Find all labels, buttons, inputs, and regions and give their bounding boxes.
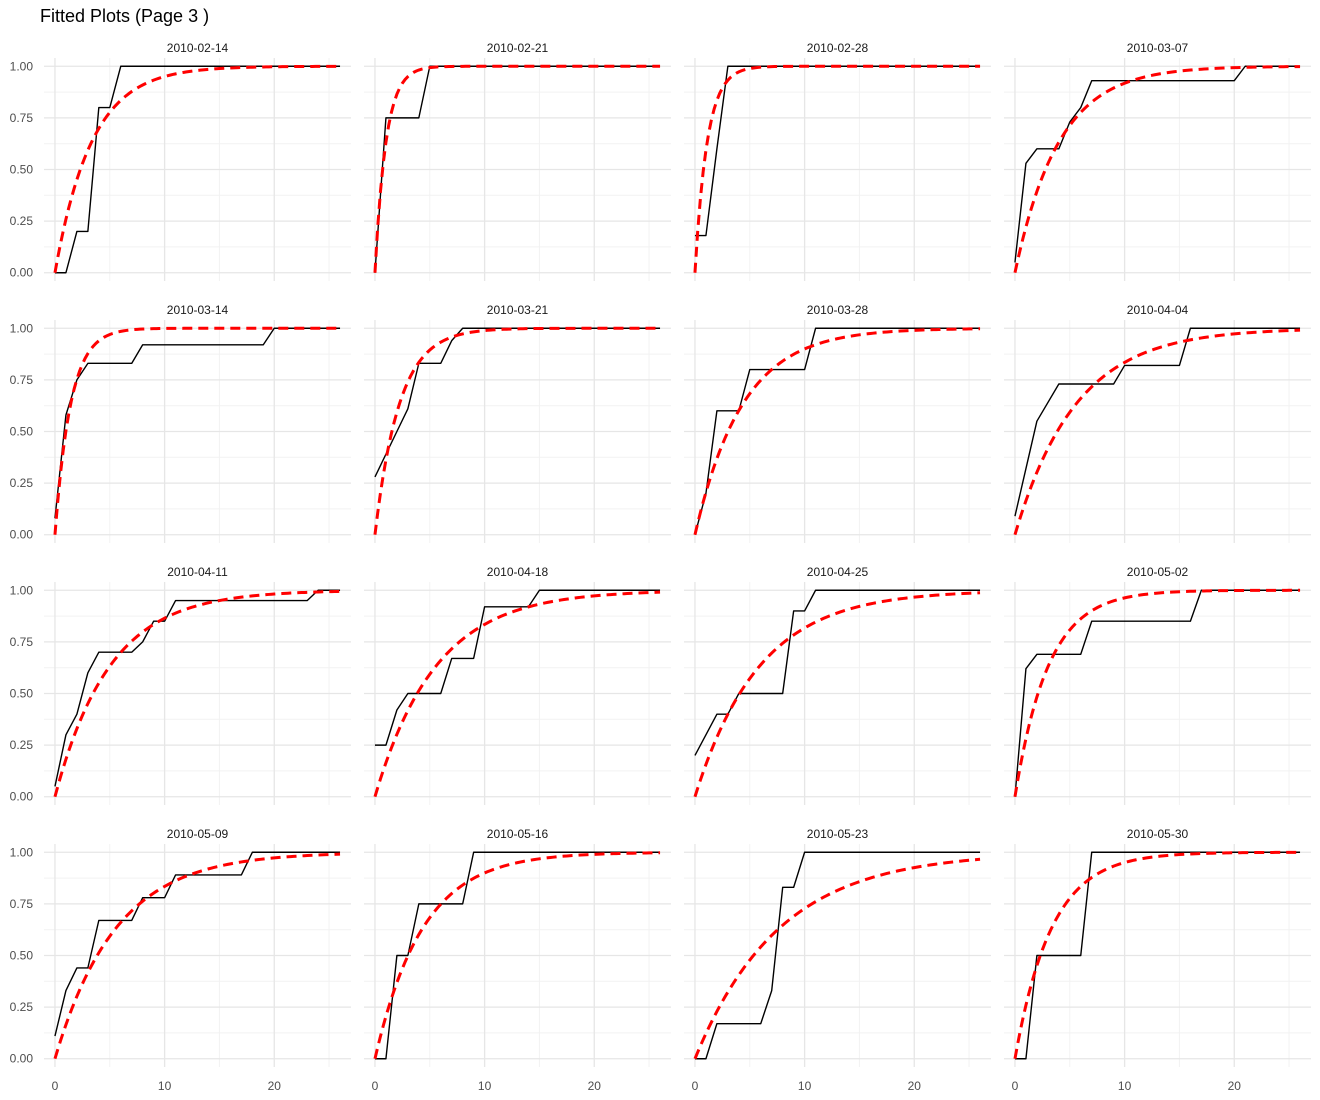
y-tick-label: 1.00 bbox=[10, 59, 34, 73]
x-tick-label: 0 bbox=[372, 1079, 379, 1093]
observed-line bbox=[1014, 851, 1301, 1060]
x-tick-label: 0 bbox=[52, 1079, 59, 1093]
observed-line bbox=[694, 589, 981, 756]
facet-panel-2010-02-21: 2010-02-21 bbox=[364, 41, 671, 281]
y-tick-label: 0.25 bbox=[10, 1000, 34, 1014]
y-tick-label: 0.25 bbox=[10, 738, 34, 752]
fitted-curve bbox=[373, 851, 661, 1060]
x-tick-label: 10 bbox=[798, 1079, 812, 1093]
y-tick-label: 0.50 bbox=[10, 687, 34, 701]
y-tick-label: 0.50 bbox=[10, 163, 34, 177]
y-tick-label: 0.75 bbox=[10, 897, 34, 911]
facet-panel-2010-05-16: 2010-05-16 bbox=[364, 827, 671, 1067]
panel-title: 2010-03-14 bbox=[167, 303, 229, 317]
x-tick-label: 20 bbox=[588, 1079, 602, 1093]
fitted-curve bbox=[53, 589, 341, 798]
y-tick-label: 0.00 bbox=[10, 266, 34, 280]
panel-title: 2010-02-14 bbox=[167, 41, 229, 55]
y-tick-label: 1.00 bbox=[10, 583, 34, 597]
fitted-curve bbox=[693, 591, 981, 798]
observed-line bbox=[54, 327, 341, 519]
facet-panel-2010-02-14: 2010-02-14 bbox=[44, 41, 351, 281]
x-tick-label: 10 bbox=[158, 1079, 172, 1093]
facet-panel-2010-05-23: 2010-05-23 bbox=[684, 827, 991, 1067]
x-tick-label: 10 bbox=[1118, 1079, 1132, 1093]
x-tick-label: 0 bbox=[692, 1079, 699, 1093]
observed-line bbox=[1014, 327, 1301, 517]
y-tick-label: 0.75 bbox=[10, 111, 34, 125]
y-tick-label: 0.75 bbox=[10, 373, 34, 387]
panel-title: 2010-02-21 bbox=[487, 41, 549, 55]
observed-line bbox=[694, 851, 981, 1060]
y-tick-label: 0.25 bbox=[10, 214, 34, 228]
fitted-curve bbox=[693, 64, 981, 273]
observed-line bbox=[54, 65, 341, 274]
facet-panel-2010-04-18: 2010-04-18 bbox=[364, 565, 671, 805]
facet-panel-2010-02-28: 2010-02-28 bbox=[684, 41, 991, 281]
panel-title: 2010-03-21 bbox=[487, 303, 549, 317]
y-tick-label: 0.00 bbox=[10, 1052, 34, 1066]
panel-title: 2010-03-07 bbox=[1127, 41, 1189, 55]
observed-line bbox=[694, 65, 981, 237]
panel-title: 2010-05-23 bbox=[807, 827, 869, 841]
fitted-curve bbox=[693, 327, 981, 536]
y-tick-label: 0.25 bbox=[10, 476, 34, 490]
panel-title: 2010-05-16 bbox=[487, 827, 549, 841]
facet-panel-2010-04-11: 2010-04-11 bbox=[44, 565, 351, 805]
y-tick-label: 0.50 bbox=[10, 425, 34, 439]
facet-panel-2010-05-09: 2010-05-09 bbox=[44, 827, 351, 1067]
y-tick-label: 1.00 bbox=[10, 321, 34, 335]
facet-panel-2010-05-30: 2010-05-30 bbox=[1004, 827, 1311, 1067]
fitted-curve bbox=[1013, 65, 1301, 274]
y-tick-label: 1.00 bbox=[10, 845, 34, 859]
y-tick-label: 0.00 bbox=[10, 528, 34, 542]
observed-line bbox=[374, 851, 661, 1060]
fitted-curve bbox=[693, 857, 981, 1060]
y-tick-label: 0.50 bbox=[10, 949, 34, 963]
x-tick-label: 20 bbox=[908, 1079, 922, 1093]
observed-line bbox=[694, 327, 981, 535]
panel-title: 2010-02-28 bbox=[807, 41, 869, 55]
fitted-curve bbox=[53, 852, 341, 1060]
panel-title: 2010-05-30 bbox=[1127, 827, 1189, 841]
y-tick-label: 0.75 bbox=[10, 635, 34, 649]
facet-panel-2010-05-02: 2010-05-02 bbox=[1004, 565, 1311, 805]
fitted-curve bbox=[373, 64, 661, 273]
fitted-curve bbox=[1013, 588, 1301, 797]
facet-panel-2010-03-14: 2010-03-14 bbox=[44, 303, 351, 543]
page-title: Fitted Plots (Page 3 ) bbox=[40, 6, 210, 26]
observed-line bbox=[54, 589, 341, 787]
x-tick-label: 20 bbox=[1228, 1079, 1242, 1093]
x-tick-label: 10 bbox=[478, 1079, 492, 1093]
facet-panel-2010-03-28: 2010-03-28 bbox=[684, 303, 991, 543]
fitted-curve bbox=[373, 326, 661, 535]
observed-line bbox=[374, 589, 661, 746]
panel-title: 2010-05-09 bbox=[167, 827, 229, 841]
panel-title: 2010-04-04 bbox=[1127, 303, 1189, 317]
y-tick-label: 0.00 bbox=[10, 790, 34, 804]
observed-line bbox=[1014, 65, 1301, 263]
facet-panel-2010-04-25: 2010-04-25 bbox=[684, 565, 991, 805]
panel-title: 2010-04-11 bbox=[167, 565, 228, 579]
panel-title: 2010-04-25 bbox=[807, 565, 869, 579]
x-tick-label: 20 bbox=[268, 1079, 282, 1093]
panel-title: 2010-03-28 bbox=[807, 303, 869, 317]
observed-line bbox=[1014, 589, 1301, 797]
facet-panel-2010-03-21: 2010-03-21 bbox=[364, 303, 671, 543]
panel-title: 2010-04-18 bbox=[487, 565, 549, 579]
facet-panel-2010-03-07: 2010-03-07 bbox=[1004, 41, 1311, 281]
observed-line bbox=[374, 327, 661, 478]
x-tick-label: 0 bbox=[1012, 1079, 1019, 1093]
observed-line bbox=[54, 851, 341, 1037]
panel-title: 2010-05-02 bbox=[1127, 565, 1189, 579]
fitted-curve bbox=[373, 590, 661, 798]
facet-panel-2010-04-04: 2010-04-04 bbox=[1004, 303, 1311, 543]
fitted-curve bbox=[1013, 328, 1301, 536]
